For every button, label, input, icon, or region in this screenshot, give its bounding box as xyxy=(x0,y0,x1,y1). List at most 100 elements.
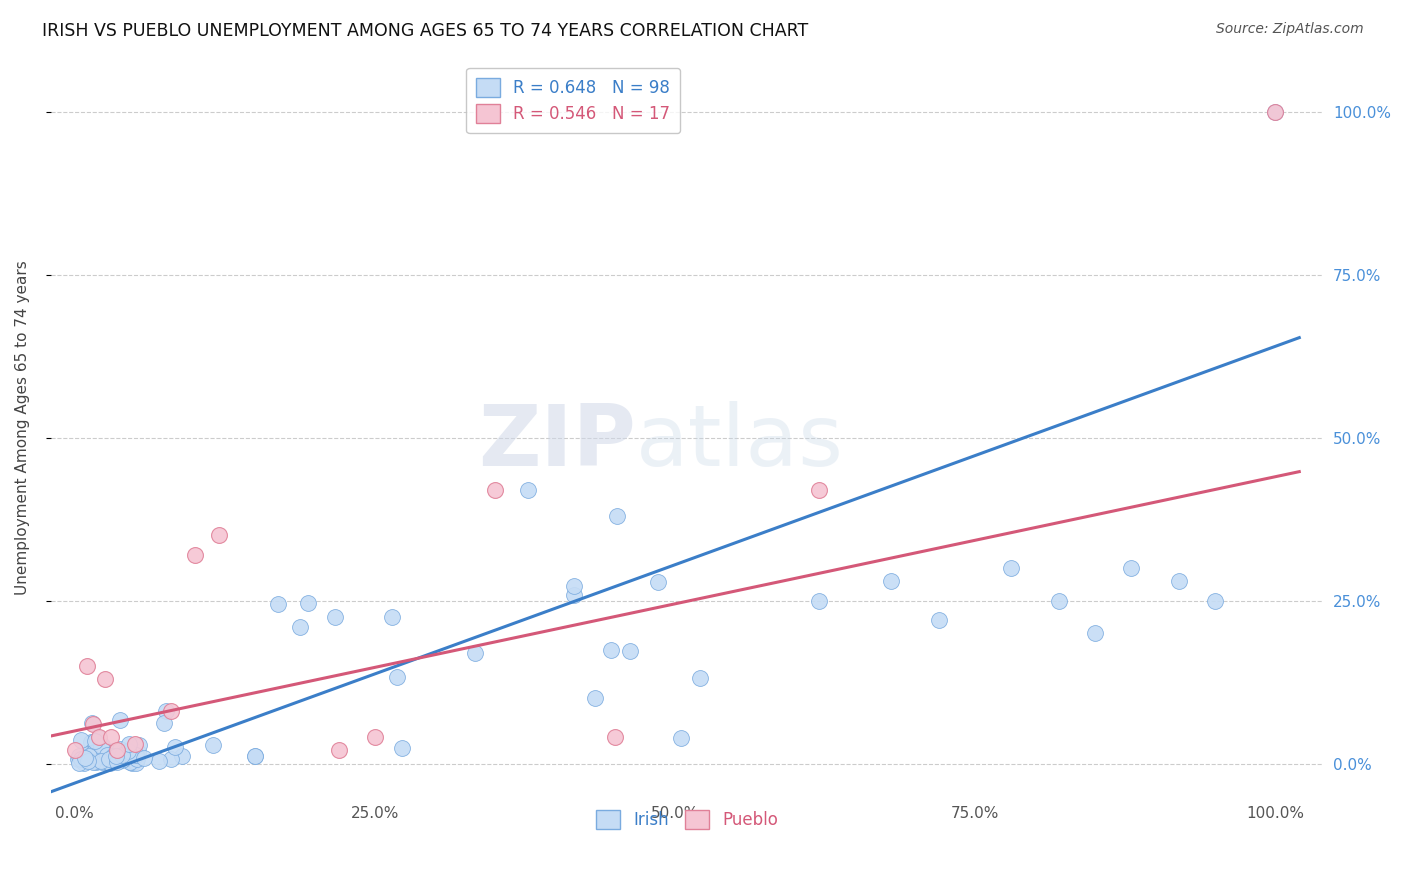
Point xyxy=(583,690,606,705)
Point xyxy=(86,755,108,769)
Point xyxy=(67,756,90,770)
Point xyxy=(82,716,104,731)
Point xyxy=(606,508,628,523)
Point xyxy=(90,753,112,767)
Point xyxy=(808,483,831,497)
Point xyxy=(364,731,387,745)
Point xyxy=(323,609,346,624)
Point xyxy=(391,741,413,756)
Point xyxy=(172,748,194,763)
Point xyxy=(87,731,110,745)
Text: IRISH VS PUEBLO UNEMPLOYMENT AMONG AGES 65 TO 74 YEARS CORRELATION CHART: IRISH VS PUEBLO UNEMPLOYMENT AMONG AGES … xyxy=(42,22,808,40)
Point xyxy=(76,658,98,673)
Point xyxy=(66,752,89,766)
Point xyxy=(152,716,174,731)
Point xyxy=(127,745,149,759)
Point xyxy=(1168,574,1191,588)
Point xyxy=(69,752,91,766)
Point xyxy=(484,483,506,497)
Point xyxy=(562,578,585,592)
Point xyxy=(155,704,177,718)
Point xyxy=(90,738,112,752)
Point xyxy=(148,754,170,768)
Point xyxy=(163,740,186,755)
Point xyxy=(76,747,98,761)
Point xyxy=(121,756,143,770)
Point xyxy=(91,748,114,763)
Point xyxy=(96,755,118,769)
Point xyxy=(619,644,641,658)
Point xyxy=(69,749,91,764)
Point xyxy=(97,752,120,766)
Point xyxy=(80,754,103,768)
Point xyxy=(267,597,290,611)
Point xyxy=(110,713,132,727)
Point xyxy=(202,738,225,752)
Point xyxy=(90,739,112,754)
Point xyxy=(105,755,128,769)
Point xyxy=(76,751,98,765)
Point xyxy=(94,672,117,686)
Point xyxy=(108,753,131,767)
Point xyxy=(98,756,121,771)
Point xyxy=(562,589,585,603)
Point xyxy=(117,744,139,758)
Point xyxy=(73,756,96,770)
Point xyxy=(128,739,150,753)
Point xyxy=(80,735,103,749)
Text: atlas: atlas xyxy=(636,401,844,484)
Point xyxy=(118,748,141,763)
Point xyxy=(120,755,142,769)
Point xyxy=(297,596,319,610)
Point xyxy=(160,752,183,766)
Point xyxy=(689,671,711,685)
Point xyxy=(125,756,148,771)
Point xyxy=(1047,593,1070,607)
Point xyxy=(91,746,114,760)
Point xyxy=(82,755,104,769)
Point xyxy=(124,737,146,751)
Point xyxy=(118,737,141,751)
Point xyxy=(103,744,125,758)
Point xyxy=(96,747,118,762)
Point xyxy=(77,748,100,763)
Point xyxy=(77,754,100,768)
Point xyxy=(90,754,112,768)
Point xyxy=(243,748,266,763)
Point xyxy=(73,752,96,766)
Point xyxy=(184,548,207,562)
Point xyxy=(82,717,104,731)
Point xyxy=(100,731,122,745)
Point xyxy=(1264,104,1286,119)
Legend: Irish, Pueblo: Irish, Pueblo xyxy=(589,803,785,836)
Point xyxy=(880,574,903,588)
Point xyxy=(96,755,118,769)
Point xyxy=(603,731,626,745)
Point xyxy=(112,745,135,759)
Point xyxy=(647,575,669,590)
Point xyxy=(89,731,111,746)
Point xyxy=(104,748,127,763)
Point xyxy=(671,731,693,746)
Text: ZIP: ZIP xyxy=(478,401,636,484)
Point xyxy=(84,733,107,747)
Point xyxy=(100,753,122,767)
Point xyxy=(243,749,266,764)
Point xyxy=(288,620,311,634)
Point xyxy=(1204,593,1226,607)
Point xyxy=(1084,626,1107,640)
Point xyxy=(132,751,155,765)
Point xyxy=(70,733,93,747)
Point xyxy=(63,743,86,757)
Point xyxy=(90,747,112,762)
Point xyxy=(381,609,404,624)
Y-axis label: Unemployment Among Ages 65 to 74 years: Unemployment Among Ages 65 to 74 years xyxy=(15,260,30,595)
Point xyxy=(808,593,831,607)
Point xyxy=(105,743,128,757)
Point xyxy=(111,752,134,766)
Point xyxy=(84,753,107,767)
Point xyxy=(387,670,409,684)
Point xyxy=(464,646,486,660)
Point xyxy=(160,704,183,718)
Point xyxy=(111,747,134,762)
